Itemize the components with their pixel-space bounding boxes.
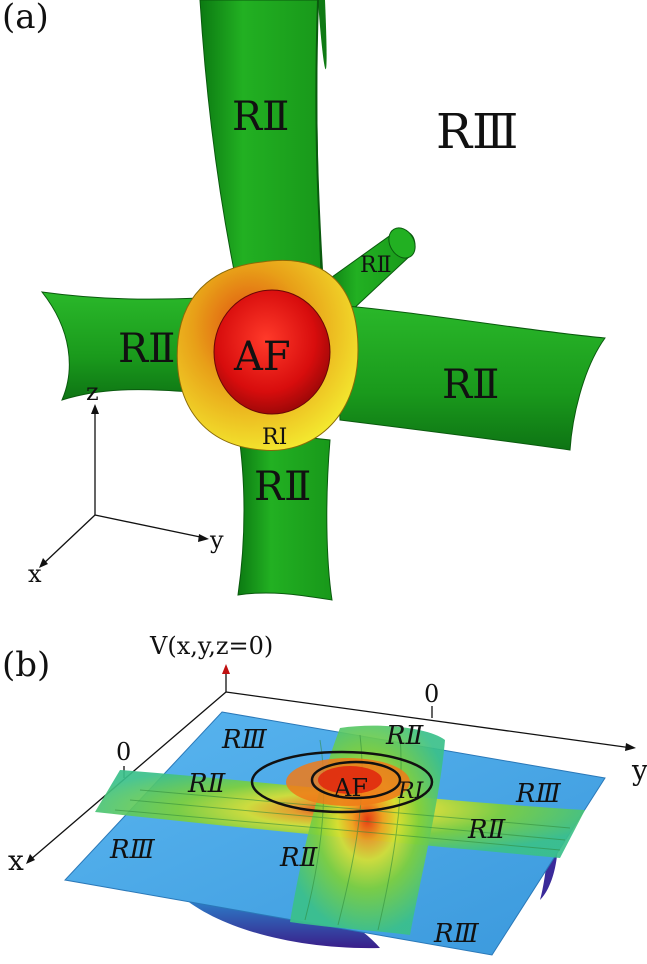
panel-a: (a) RⅡ RⅢ RⅡ RⅡ AF RⅡ RⅠ RⅡ (2, 0, 606, 601)
region-b-r3-right: RⅢ (515, 779, 562, 809)
region-b-r1: RI (397, 779, 425, 804)
axis-y-b: y (631, 754, 647, 787)
region-b-r2-center: RⅡ (279, 843, 319, 873)
contour-outer (250, 750, 434, 814)
panel-a-label: (a) (2, 0, 49, 37)
region-b-r3-top: RⅢ (221, 725, 268, 755)
region-b-r2-right: RⅡ (467, 815, 507, 845)
contour-inner (310, 760, 402, 800)
y-arrow-icon (198, 534, 209, 542)
af-core (213, 289, 331, 415)
x-axis (41, 514, 96, 566)
region-b-r3-bottom: RⅢ (433, 919, 480, 949)
region-b-af: AF (333, 774, 368, 802)
tube-horizontal-right (334, 304, 606, 451)
axis-y-label: y (209, 526, 224, 554)
x-arrow-icon (39, 558, 48, 568)
tube-vertical-top-rim (318, 0, 327, 70)
region-r3: RⅢ (436, 104, 518, 160)
y-arrow-b-icon (625, 743, 636, 751)
tube-vertical-top (199, 0, 323, 301)
x-arrow-b-icon (26, 854, 35, 864)
axes-a (41, 408, 206, 566)
panel-b-label: (b) (2, 645, 50, 685)
region-r1: RⅠ (262, 425, 287, 450)
region-b-r3-left: RⅢ (109, 835, 156, 865)
y-axis (94, 514, 206, 539)
region-b-r2-left: RⅡ (187, 769, 227, 799)
region-r2-tube: RⅡ (360, 253, 392, 278)
y-axis-b (225, 691, 633, 749)
axis-z-label: z (86, 378, 99, 406)
z-arrow-icon (91, 404, 99, 414)
v-arrow-icon (222, 664, 230, 674)
tube-horizontal-left (40, 291, 201, 401)
tube-vertical-bottom (237, 429, 333, 601)
region-r2-bottom: RⅡ (254, 464, 311, 510)
axis-x-label: x (28, 560, 42, 588)
region-r2-right: RⅡ (442, 362, 499, 408)
tube-vertical-top-edge (315, 0, 323, 271)
panel-b: (b) V(x,y,z=0) 0 0 y x (2, 632, 647, 956)
tube-diagonal-end (388, 227, 416, 259)
region-r2-left: RⅡ (118, 326, 175, 372)
surface-peak-core (318, 766, 382, 794)
zero-right: 0 (424, 680, 439, 708)
axis-x-b: x (8, 844, 24, 877)
axis-title-v: V(x,y,z=0) (149, 632, 273, 660)
zero-left: 0 (116, 738, 131, 766)
region-af: AF (233, 334, 291, 380)
region-b-r2-top: RⅡ (385, 721, 425, 751)
region-r2-top: RⅡ (232, 94, 289, 140)
